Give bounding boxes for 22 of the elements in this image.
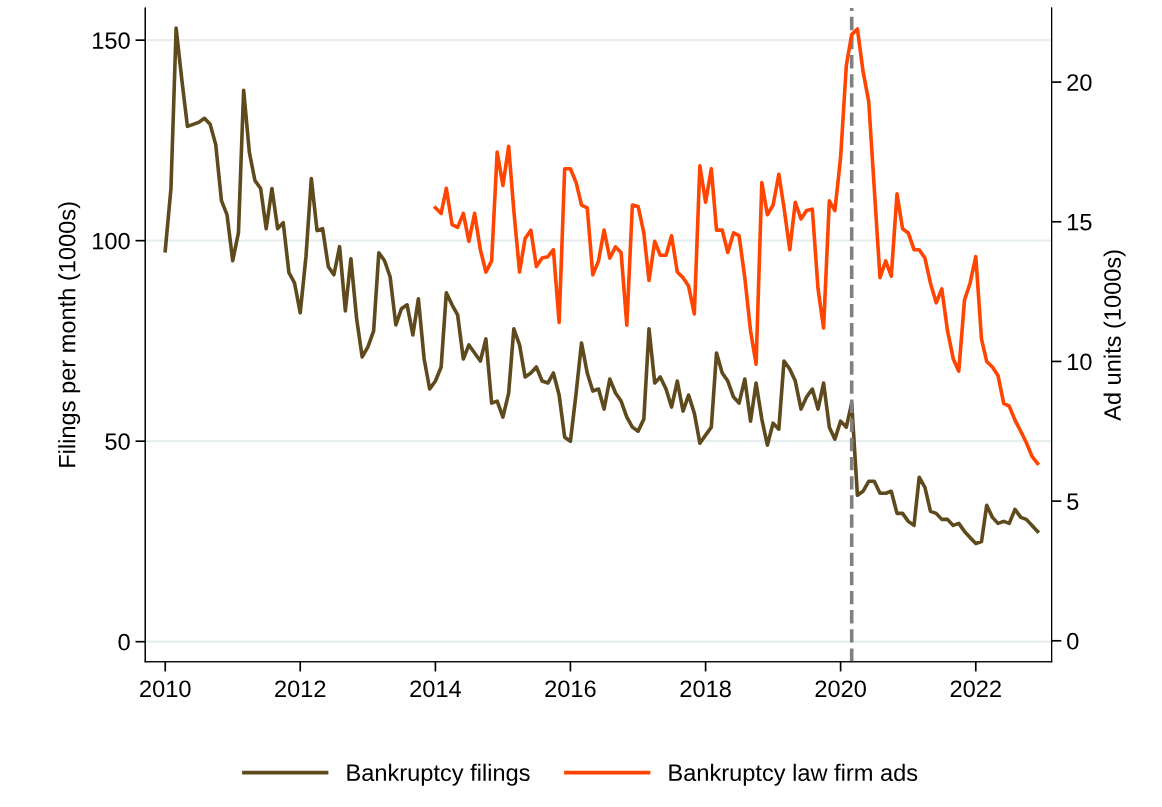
y2-tick-label: 0 (1067, 632, 1079, 650)
line-series (163, 26, 1040, 546)
y2-axis-title: Ad units (1000s) (1103, 250, 1126, 421)
y2-tick-label: 15 (1067, 214, 1092, 231)
x-tick-label: 2012 (275, 680, 326, 698)
x-tick-label: 2018 (680, 680, 731, 698)
line-series (433, 27, 1040, 466)
x-tick-label: 2022 (950, 680, 1001, 698)
y-tick-label: 50 (105, 433, 130, 450)
y2-tick-label: 5 (1067, 493, 1079, 510)
x-tick-label: 2010 (140, 680, 191, 698)
y-tick-label: 150 (93, 32, 130, 49)
y-tick-label: 0 (118, 633, 130, 651)
y2-tick-label: 10 (1067, 353, 1092, 371)
x-tick-label: 2014 (410, 680, 461, 698)
x-tick-label: 2020 (815, 680, 866, 698)
legend-label: Bankruptcy law firm ads (669, 763, 918, 786)
legend-label: Bankruptcy filings (347, 763, 530, 786)
x-tick-label: 2016 (545, 680, 596, 698)
y-tick-label: 100 (93, 232, 130, 250)
y2-tick-label: 20 (1067, 74, 1092, 91)
y-axis-title: Filings per month (1000s) (58, 202, 81, 467)
